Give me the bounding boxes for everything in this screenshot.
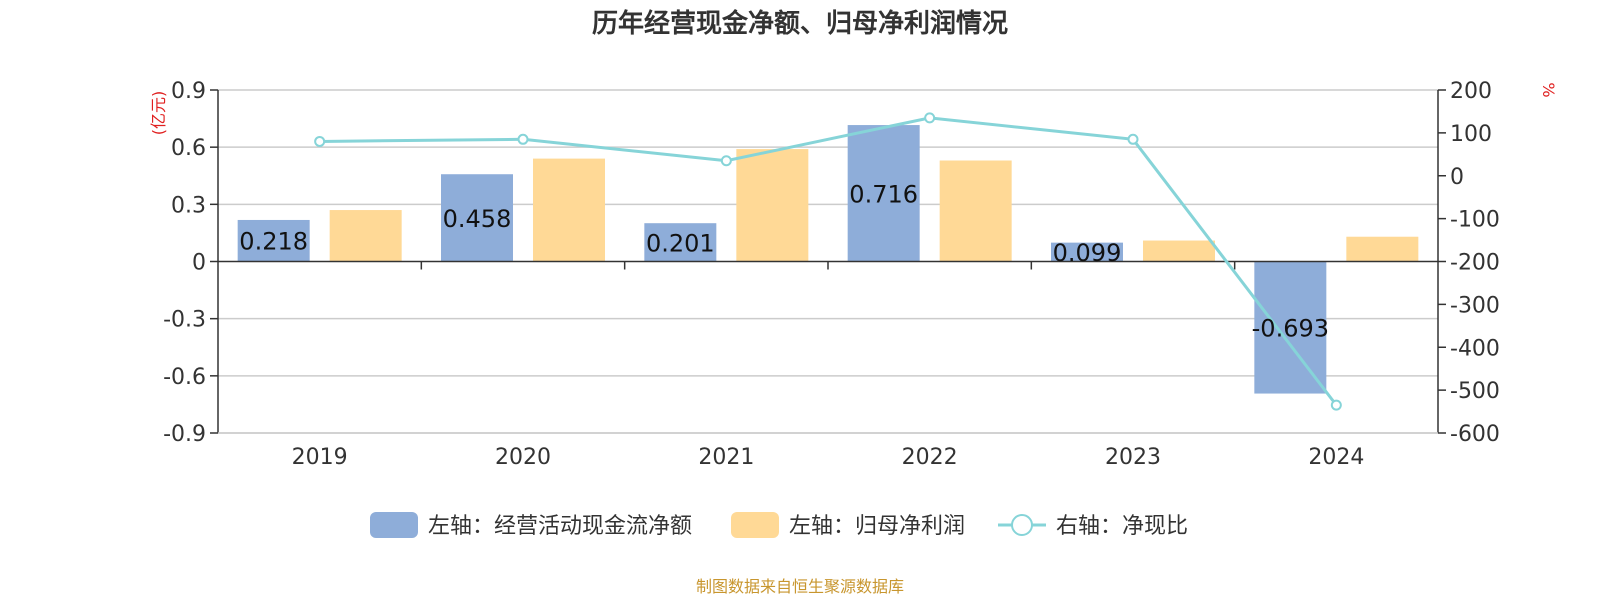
data-label: 0.716: [849, 180, 918, 208]
legend-label-net-profit: 左轴：归母净利润: [789, 514, 965, 539]
line-point: [1330, 399, 1342, 411]
bar-net-profit: [939, 160, 1012, 262]
left-tick-label: -0.3: [163, 308, 206, 333]
data-label: 0.201: [646, 229, 715, 257]
legend: 左轴：经营活动现金流净额 左轴：归母净利润 右轴：净现比: [370, 512, 1188, 539]
x-tick-label: 2019: [292, 445, 348, 470]
legend-swatch-net-profit: [731, 512, 779, 538]
data-label: 0.099: [1053, 239, 1122, 267]
x-tick-label: 2022: [902, 445, 958, 470]
legend-label-cash-flow: 左轴：经营活动现金流净额: [428, 514, 692, 539]
line-layer: [314, 112, 1342, 411]
left-tick-label: 0.3: [171, 193, 206, 218]
x-tick-label: 2021: [698, 445, 754, 470]
bar-cash-flow: [644, 223, 717, 262]
left-tick-label: 0: [192, 251, 206, 276]
bar-cash-flow: [237, 219, 310, 262]
right-tick-label: 0: [1450, 165, 1464, 190]
bar-cash-flow: [441, 174, 513, 262]
bar-layer: [237, 125, 1419, 394]
left-tick-label: -0.9: [163, 422, 206, 447]
right-axis-unit: %: [1539, 82, 1558, 97]
left-tick-label: 0.6: [171, 136, 206, 161]
right-tick-label: -200: [1450, 251, 1500, 276]
line-point: [1127, 133, 1139, 145]
axis-layer: 0.9 0.6 0.3 0 -0.3 -0.6 -0.9 200 100 0 -100 -200 -30…: [163, 79, 1500, 470]
label-layer: 0.218 0.458 0.201 0.716 0.099 -0.693: [239, 180, 1329, 342]
chart-title: 历年经营现金净额、归母净利润情况: [592, 8, 1008, 39]
bar-net-profit: [329, 210, 402, 262]
bar-net-profit: [1143, 240, 1215, 262]
line-point: [314, 135, 326, 147]
data-label: -0.693: [1252, 315, 1329, 343]
bar-net-profit: [1346, 236, 1419, 262]
legend-label-net-cash-ratio: 右轴：净现比: [1056, 514, 1188, 539]
bar-net-profit: [736, 149, 809, 262]
right-tick-label: -400: [1450, 336, 1500, 361]
left-tick-label: -0.6: [163, 365, 206, 390]
bar-cash-flow: [1051, 242, 1123, 262]
line-point: [924, 112, 936, 124]
data-label: 0.218: [239, 228, 308, 256]
line-net-cash-ratio: [319, 116, 1338, 407]
right-tick-label: 100: [1450, 122, 1492, 147]
left-tick-label: 0.9: [171, 79, 206, 104]
bar-net-profit: [533, 158, 605, 262]
legend-swatch-cash-flow: [370, 512, 418, 538]
right-tick-label: 200: [1450, 79, 1492, 104]
x-tick-label: 2020: [495, 445, 551, 470]
bar-cash-flow: [1254, 261, 1327, 394]
left-axis-unit: (亿元): [149, 91, 168, 136]
source-note: 制图数据来自恒生聚源数据库: [696, 577, 904, 596]
right-tick-label: -300: [1450, 293, 1500, 318]
data-label: 0.458: [443, 205, 512, 233]
right-tick-label: -100: [1450, 208, 1500, 233]
legend-marker-net-cash-ratio: [1011, 514, 1033, 536]
x-tick-label: 2023: [1105, 445, 1161, 470]
right-tick-label: -600: [1450, 422, 1500, 447]
bar-cash-flow: [847, 125, 920, 262]
x-tick-label: 2024: [1308, 445, 1364, 470]
line-point: [517, 133, 529, 145]
right-tick-label: -500: [1450, 379, 1500, 404]
line-point: [720, 155, 732, 167]
